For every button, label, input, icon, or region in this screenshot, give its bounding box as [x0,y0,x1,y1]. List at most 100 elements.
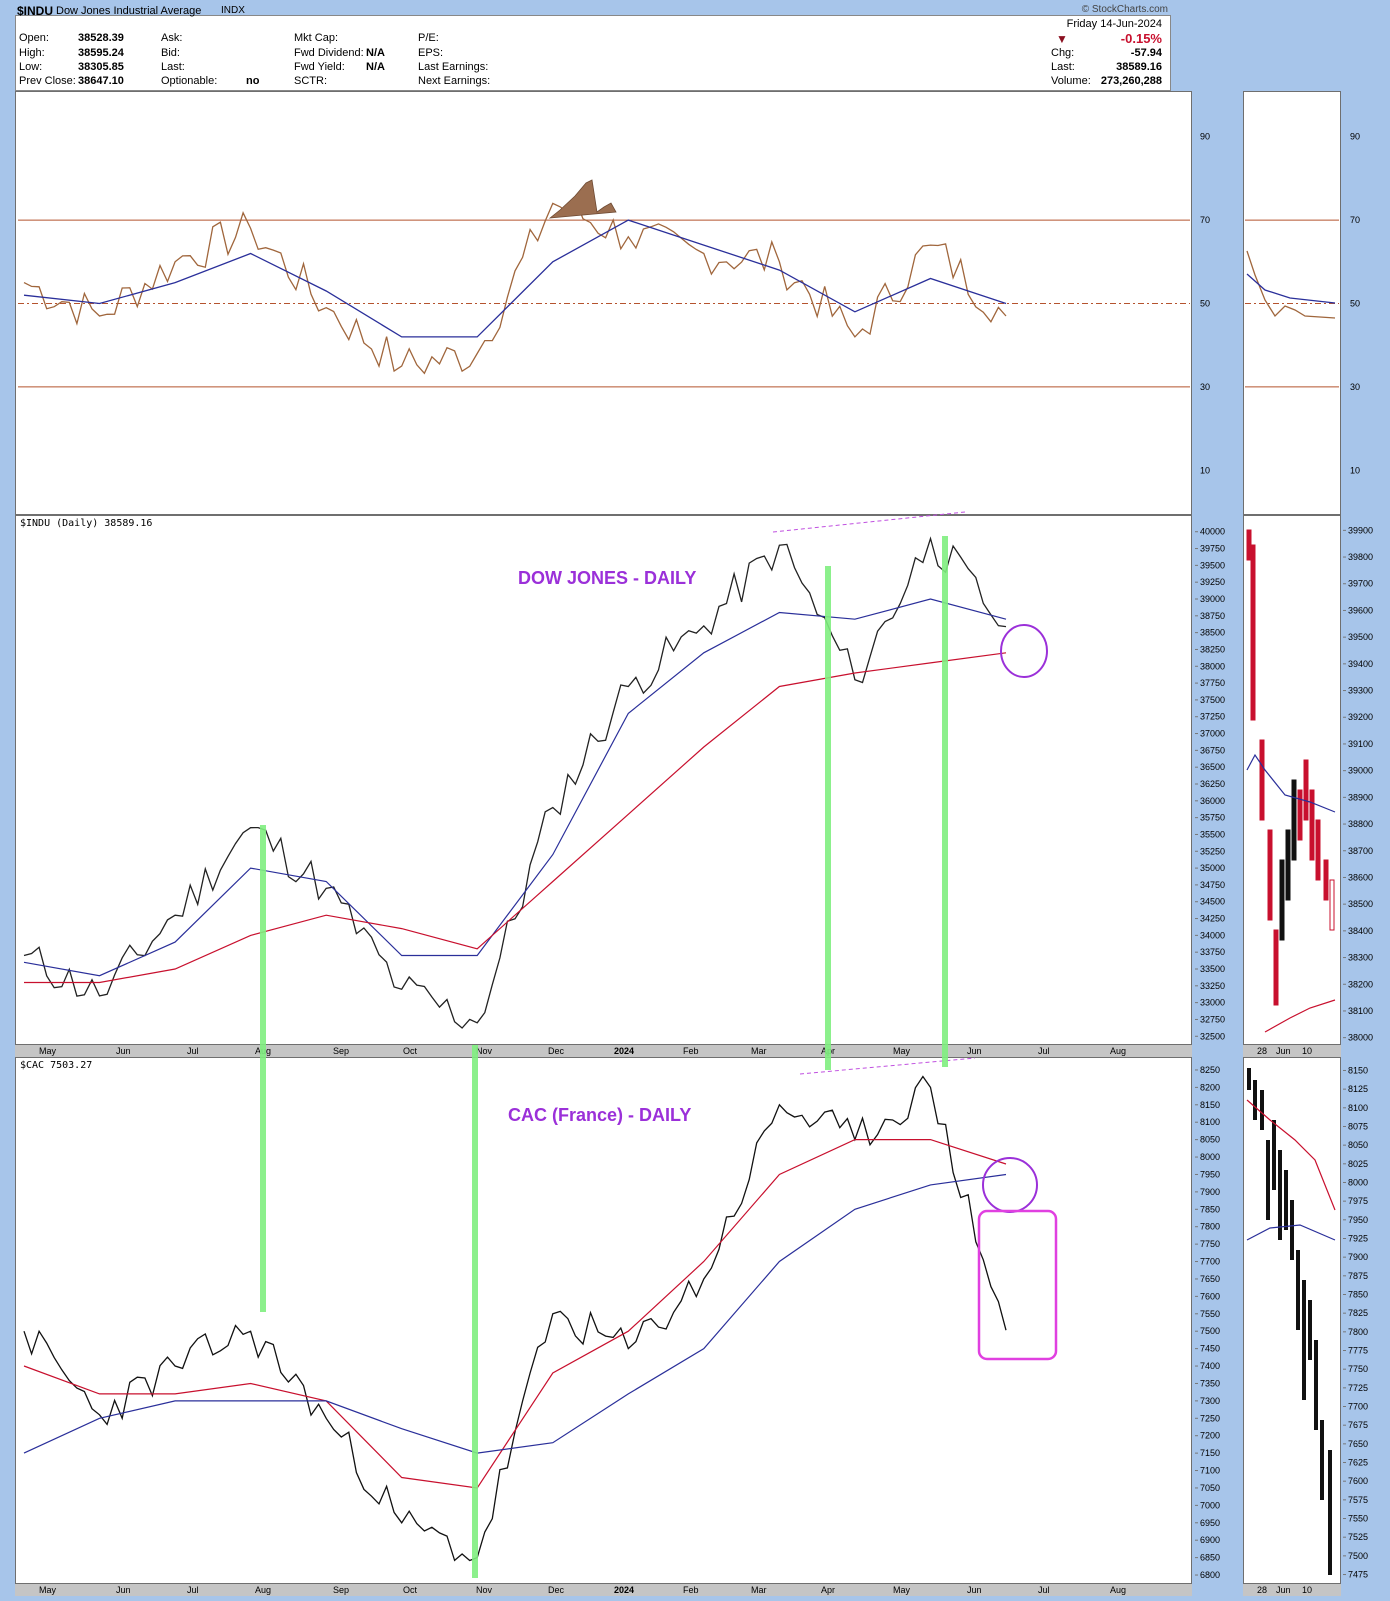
dow-tick: 35750 [1200,813,1225,823]
low-value: 38305.85 [78,61,124,73]
cac-tick: 8000 [1200,1152,1220,1162]
cac-tick: 7300 [1200,1396,1220,1406]
cac-tick: 7100 [1200,1466,1220,1476]
dow-zoom-candle [1267,829,1273,921]
month-label: Feb [683,1046,699,1056]
rsi-zoom-line [1246,250,1336,319]
rsi-tick: 70 [1200,215,1210,225]
bid-label: Bid: [161,47,180,59]
dow-tick: 33500 [1200,964,1225,974]
rsi-tick: 50 [1200,299,1210,309]
dow-zoom-candle [1250,544,1256,721]
cac-zoom-candle [1284,1170,1288,1230]
cac-200d-ma [23,1173,1007,1454]
zoom-month-label-bottom: 10 [1302,1585,1312,1595]
high-value: 38595.24 [78,47,124,59]
dow-tick: 34000 [1200,930,1225,940]
ask-label: Ask: [161,32,183,44]
month-label: Jun [116,1046,131,1056]
month-label-bottom: Nov [476,1585,493,1595]
cac-tick: 8050 [1200,1135,1220,1145]
dow-zoom-tick: 38100 [1348,1006,1373,1016]
cac-zoom-candle [1320,1420,1324,1500]
dow-zoom-tick: 39700 [1348,579,1373,589]
cac-zoom-tick: 8000 [1348,1177,1368,1187]
zoom-month-label: 28 [1257,1046,1267,1056]
dow-tick: 39750 [1200,544,1225,554]
cac-zoom-candle [1253,1080,1257,1120]
cac-zoom-panel [1243,1057,1341,1584]
cac-zoom-candle [1260,1090,1264,1130]
zoom-month-label-bottom: Jun [1276,1585,1291,1595]
cac-zoom-tick: 7975 [1348,1196,1368,1206]
dow-zoom-candle [1273,929,1279,1006]
cac-zoom-candle [1247,1068,1251,1090]
cac-zoom-200d-ma [1246,1224,1336,1241]
cac-tick: 7650 [1200,1274,1220,1284]
dow-tick: 39500 [1200,560,1225,570]
dow-tick: 39250 [1200,577,1225,587]
cac-zoom-tick: 7750 [1348,1364,1368,1374]
down-arrow-icon: ▼ [1056,32,1068,46]
month-label: Mar [751,1046,767,1056]
cac-zoom-tick: 7525 [1348,1532,1368,1542]
month-label: Dec [548,1046,565,1056]
cac-tick: 7750 [1200,1239,1220,1249]
dow-tick: 35250 [1200,846,1225,856]
cac-50d-ma [23,1139,1007,1489]
month-label-bottom: Aug [255,1585,271,1595]
cac-tick: 7350 [1200,1378,1220,1388]
cac-zoom-tick: 8150 [1348,1065,1368,1075]
cac-tick: 7600 [1200,1291,1220,1301]
cac-zoom-tick: 7850 [1348,1289,1368,1299]
cac-tick: 8100 [1200,1117,1220,1127]
dow-zoom-tick: 38500 [1348,899,1373,909]
rsi-average-line [23,219,1007,338]
cac-tick: 7250 [1200,1413,1220,1423]
month-label-bottom: Feb [683,1585,699,1595]
cac-zoom-tick: 7900 [1348,1252,1368,1262]
cac-zoom-candle [1328,1450,1332,1575]
dow-zoom-tick: 39500 [1348,632,1373,642]
cac-zoom-tick: 8050 [1348,1140,1368,1150]
dow-tick: 35500 [1200,829,1225,839]
dow-tick: 38500 [1200,628,1225,638]
fwd-dividend-label: Fwd Dividend: [294,47,364,59]
dow-zoom-tick: 38300 [1348,953,1373,963]
rsi-zoom-tick: 70 [1350,215,1360,225]
cac-price-line [23,1075,1007,1562]
dow-tick: 38000 [1200,661,1225,671]
prev-close-value: 38647.10 [78,75,124,87]
cac-zoom-50d-ma [1246,1099,1336,1211]
optionable-label: Optionable: [161,75,218,87]
dow-zoom-tick: 39300 [1348,686,1373,696]
dow-zoom-candle [1279,859,1285,941]
cac-title: CAC (France) - DAILY [508,1105,692,1125]
date-axis-bottom [15,1584,1192,1596]
month-label-bottom: Apr [821,1585,835,1595]
dow-zoom-tick: 39900 [1348,525,1373,535]
rsi-zoom-tick: 90 [1350,132,1360,142]
dow-zoom-200d-ma [1264,999,1336,1033]
month-label-bottom: Aug [1110,1585,1126,1595]
cac-tick: 7850 [1200,1204,1220,1214]
dow-tick: 33250 [1200,981,1225,991]
month-label-bottom: Jun [116,1585,131,1595]
cac-tick: 8150 [1200,1100,1220,1110]
dow-zoom-tick: 38800 [1348,819,1373,829]
month-label-bottom: Oct [403,1585,418,1595]
dow-tick: 32750 [1200,1014,1225,1024]
dow-zoom-tick: 39200 [1348,712,1373,722]
volume-value: 273,260,288 [1100,75,1162,87]
cac-zoom-candle [1272,1120,1276,1190]
chg-value: -57.94 [1130,47,1162,59]
dow-series-label: $INDU (Daily) 38589.16 [20,518,153,529]
cac-zoom-candle [1266,1140,1270,1220]
dow-tick: 40000 [1200,527,1225,537]
cac-zoom-tick: 7725 [1348,1383,1368,1393]
open-value: 38528.39 [78,32,124,44]
month-label-bottom: 2024 [614,1585,634,1595]
optionable-value: no [246,75,260,87]
month-label-bottom: Sep [333,1585,349,1595]
zoom-month-label-bottom: 28 [1257,1585,1267,1595]
